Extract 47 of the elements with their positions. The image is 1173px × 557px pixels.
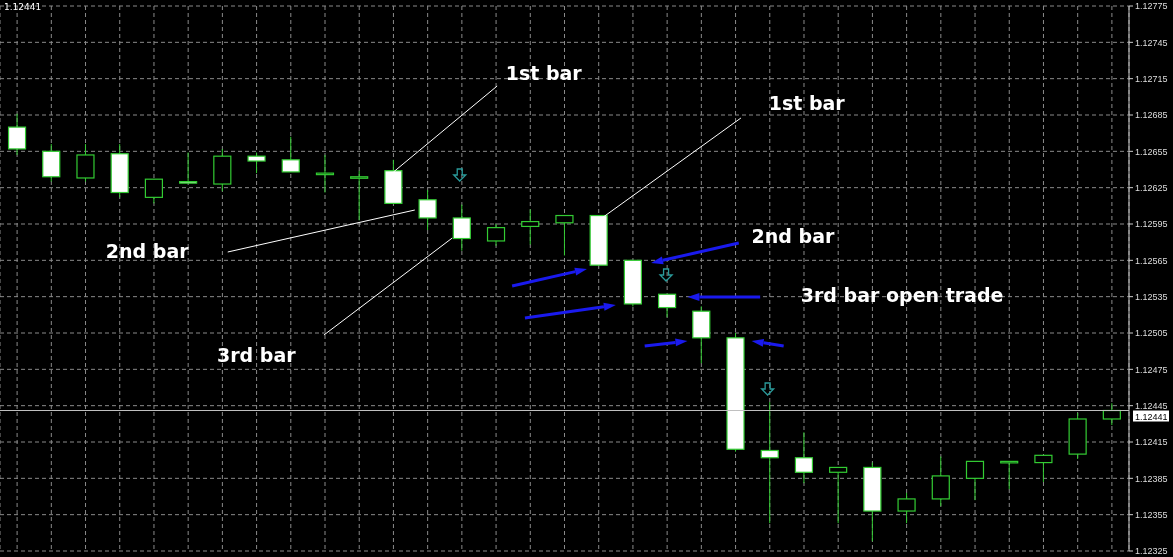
y-tick-label: 1.12415 xyxy=(1135,437,1168,448)
candlestick xyxy=(7,113,27,156)
y-tick-label: 1.12595 xyxy=(1135,219,1168,230)
candlestick xyxy=(931,456,950,507)
annotation: 2nd bar xyxy=(751,225,835,247)
candlestick xyxy=(418,189,437,231)
candlestick xyxy=(452,204,471,252)
ref-line-label: 1.12441 xyxy=(1135,411,1168,422)
y-tick-label: 1.12775 xyxy=(1135,1,1168,12)
y-tick-label: 1.12745 xyxy=(1135,37,1168,48)
candlestick xyxy=(521,208,540,246)
annotation: 1.12441 xyxy=(4,2,42,12)
annotation: 3rd bar open trade xyxy=(800,284,1004,306)
candlestick xyxy=(1034,454,1053,483)
annotation: 1st bar xyxy=(768,92,846,114)
y-tick-label: 1.12445 xyxy=(1135,400,1168,411)
y-tick-label: 1.12565 xyxy=(1135,255,1168,266)
y-tick-label: 1.12685 xyxy=(1135,110,1168,121)
candlestick xyxy=(76,143,95,183)
y-tick-label: 1.12475 xyxy=(1135,364,1168,375)
candlestick xyxy=(794,431,814,484)
annotation: 3rd bar xyxy=(217,344,297,366)
candlestick xyxy=(555,214,574,256)
candlestick xyxy=(247,152,266,174)
y-tick-label: 1.12625 xyxy=(1135,182,1168,193)
y-tick-label: 1.12325 xyxy=(1135,546,1168,557)
candlestick xyxy=(897,492,916,524)
candlestick xyxy=(657,293,677,318)
candlestick xyxy=(486,223,506,247)
candlestick xyxy=(179,152,198,184)
y-tick-label: 1.12505 xyxy=(1135,328,1168,339)
candlestick xyxy=(281,136,300,173)
y-tick-label: 1.12355 xyxy=(1135,509,1168,520)
candlestick xyxy=(829,466,848,524)
y-tick-label: 1.12655 xyxy=(1135,146,1168,157)
y-tick-label: 1.12385 xyxy=(1135,473,1168,484)
candlestick xyxy=(760,401,779,524)
candlestick xyxy=(315,154,335,194)
y-tick-label: 1.12535 xyxy=(1135,291,1168,302)
annotation: 2nd bar xyxy=(105,240,190,262)
candlestick xyxy=(1000,460,1019,490)
candlestick xyxy=(350,170,369,221)
candlestick xyxy=(144,178,163,204)
candlestick xyxy=(1102,402,1121,426)
annotation: 1st bar xyxy=(505,62,583,84)
candlestick xyxy=(965,460,985,501)
y-tick-label: 1.12715 xyxy=(1135,73,1168,84)
